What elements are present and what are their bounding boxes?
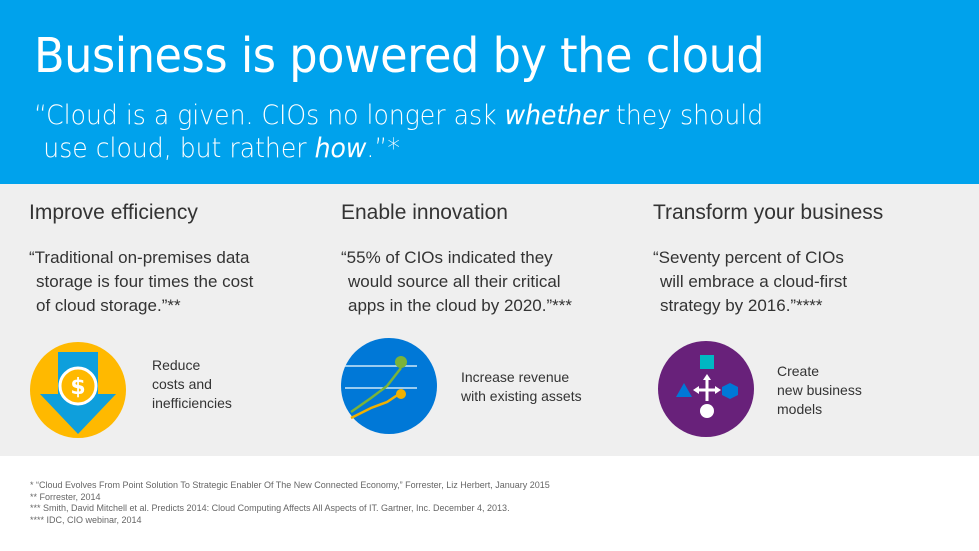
benefit-line: Create [777,363,820,379]
footnote: ** Forrester, 2014 [30,491,101,502]
benefit-line: costs and [152,376,212,392]
footnote: * “Cloud Evolves From Point Solution To … [30,480,550,490]
growth-chart-icon [341,338,437,434]
column-quote: “55% of CIOs indicated they would source… [341,246,572,318]
benefit-line: models [777,401,823,417]
benefit-line: Reduce [152,357,201,373]
benefit-line: new business [777,382,862,398]
benefit-text-transform: Create new business models [777,362,862,419]
quote-line: “Seventy percent of CIOs [653,248,844,267]
benefit-line: Increase revenue [461,369,570,385]
slide-title: Business is powered by the cloud [34,28,765,84]
footnote: *** Smith, David Mitchell et al. Predict… [30,503,510,513]
quote-text: “Cloud is a given. CIOs no longer ask [34,100,505,131]
benefit-text-efficiency: Reduce costs and inefficiencies [152,356,232,413]
footnotes: * “Cloud Evolves From Point Solution To … [30,480,550,526]
quote-text: use cloud, but rather [43,133,315,164]
quote-emphasis: how [314,133,367,164]
quote-line: “Traditional on-premises data [29,248,250,267]
quote-line: storage is four times the cost [36,272,254,291]
quote-emphasis: whether [504,100,608,131]
column-heading: Transform your business [653,201,884,224]
quote-line: would source all their critical [348,272,561,291]
quote-line: will embrace a cloud-first [660,272,848,291]
quote-text: .”* [366,133,400,164]
column-heading: Enable innovation [341,201,508,224]
header-banner: Business is powered by the cloud “Cloud … [0,0,979,184]
benefits-panel: Improve efficiency “Traditional on-premi… [0,184,979,456]
header-quote: “Cloud is a given. CIOs no longer ask wh… [34,99,763,165]
quote-line-1: “Cloud is a given. CIOs no longer ask wh… [34,100,763,131]
svg-text:$: $ [70,375,85,400]
shapes-transform-icon [658,341,754,437]
benefit-text-innovation: Increase revenue with existing assets [461,368,582,406]
quote-line: “55% of CIOs indicated they [341,248,553,267]
column-quote: “Traditional on-premises data storage is… [29,246,253,318]
column-heading: Improve efficiency [29,201,198,224]
dollar-down-arrow-icon: $ [30,342,126,438]
benefit-line: inefficiencies [152,395,232,411]
quote-line: strategy by 2016.”**** [660,296,823,315]
quote-line: of cloud storage.”** [36,296,181,315]
footnote: **** IDC, CIO webinar, 2014 [30,514,142,525]
quote-line: apps in the cloud by 2020.”*** [348,296,572,315]
quote-line-2: use cloud, but rather how.”* [34,132,763,165]
benefit-line: with existing assets [461,388,582,404]
column-quote: “Seventy percent of CIOs will embrace a … [653,246,847,318]
quote-text: they should [607,100,764,131]
